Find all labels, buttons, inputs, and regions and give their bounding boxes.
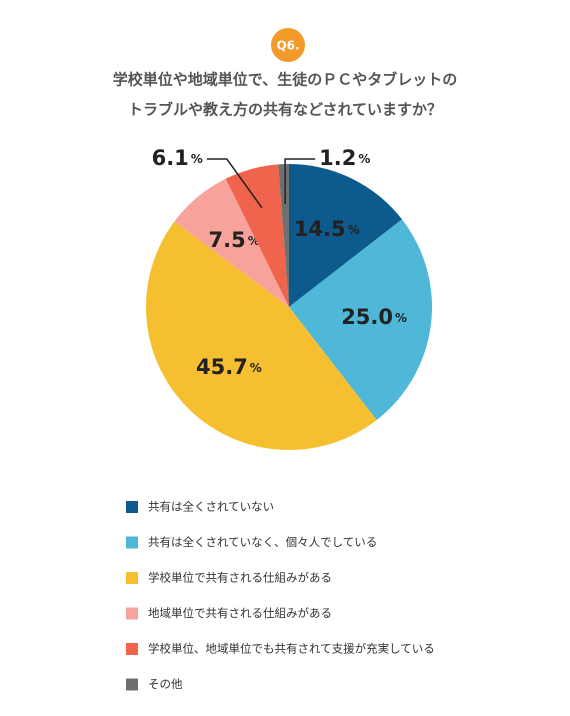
title-line: トラブルや教え方の共有などされていますか？ [128, 101, 442, 119]
value-number: 6.1 [152, 146, 189, 170]
legend-label: 地域単位で共有される仕組みがある [148, 606, 332, 620]
value-label: 25.0% [341, 305, 407, 329]
legend-swatch [126, 501, 138, 513]
pie-slice [225, 164, 289, 307]
badge-circle [271, 28, 305, 62]
value-label: 6.1% [152, 146, 203, 170]
value-unit: % [250, 361, 262, 375]
legend-swatch [126, 536, 138, 549]
legend-label: 共有は全くされていない [148, 500, 274, 514]
legend-label: その他 [148, 677, 183, 691]
legend-swatch [126, 643, 138, 655]
value-number: 14.5 [294, 217, 346, 241]
legend-swatch [126, 572, 138, 584]
pie-slice [146, 221, 377, 450]
pie-slice [289, 164, 402, 307]
legend-swatch [126, 678, 138, 691]
pie-slice [174, 178, 289, 307]
legend-label: 学校単位、地域単位でも共有されて支援が充実している [148, 642, 435, 656]
pie-slice [289, 219, 432, 420]
badge: Q6. [276, 39, 299, 53]
leader-line [284, 158, 316, 205]
value-label: 14.5% [294, 217, 360, 241]
legend-label: 学校単位で共有される仕組みがある [148, 571, 332, 585]
value-unit: % [358, 152, 370, 166]
value-unit: % [395, 310, 407, 324]
legend-label: 共有は全くされていなく、個々人でしている [148, 535, 377, 549]
title-line: 学校単位や地域単位で、生徒のＰＣやタブレットの [113, 71, 457, 89]
value-number: 7.5 [208, 228, 245, 252]
value-unit: % [191, 152, 203, 166]
value-number: 25.0 [341, 305, 393, 329]
leader-line [206, 158, 263, 209]
value-label: 1.2% [319, 146, 370, 170]
value-label: 45.7% [196, 355, 262, 379]
value-number: 1.2 [319, 146, 356, 170]
pie-slice [278, 164, 289, 307]
value-unit: % [348, 222, 360, 236]
value-number: 45.7 [196, 355, 248, 379]
legend-swatch [126, 607, 138, 620]
